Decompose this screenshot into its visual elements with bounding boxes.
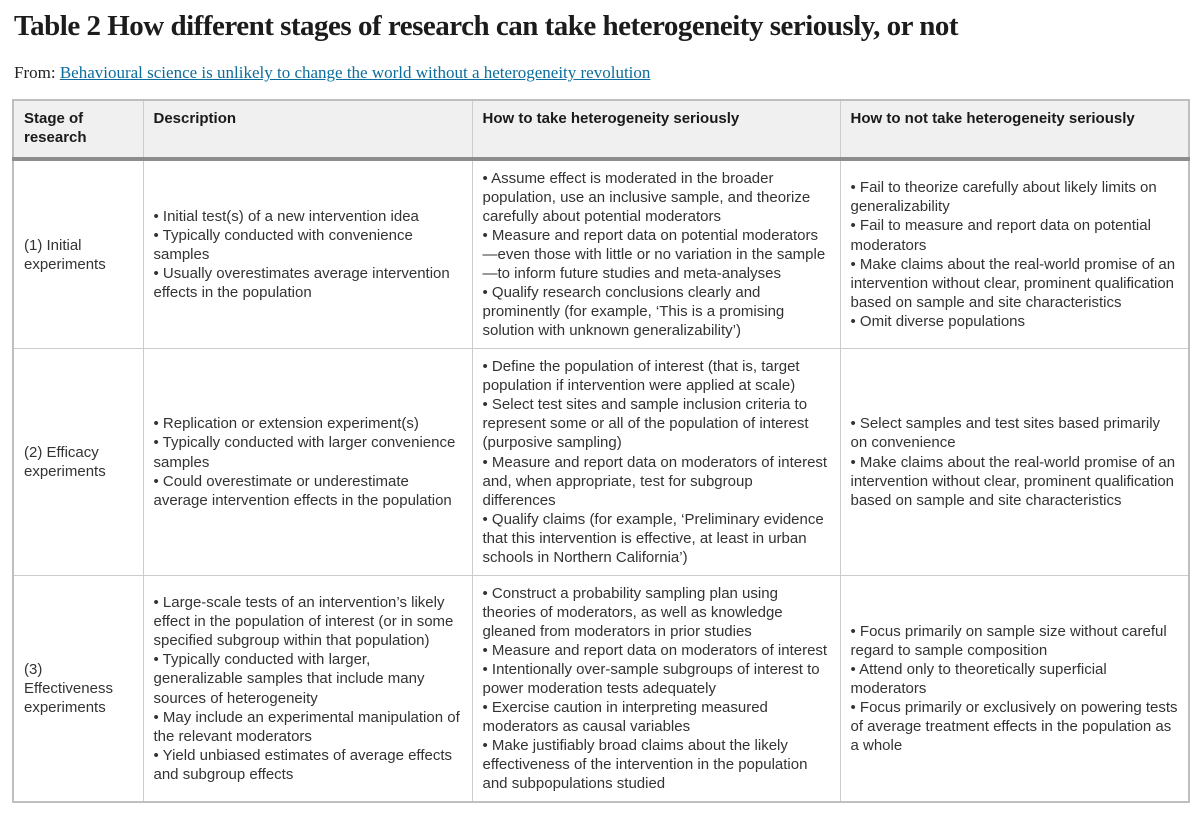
table-header-row: Stage of research Description How to tak…	[12, 99, 1190, 161]
stage-label: (1) Initial experiments	[24, 236, 106, 273]
bullet-item: • Make claims about the real-world promi…	[850, 255, 1176, 311]
page-title: Table 2 How different stages of research…	[14, 10, 959, 42]
bullet-item: • Focus primarily on sample size without…	[850, 622, 1167, 659]
bullet-item: • Fail to theorize carefully about likel…	[850, 179, 1157, 216]
bullet-item: • Measure and report data on moderators …	[482, 453, 828, 509]
header-cell-not-take-seriously: How to not take heterogeneity seriously	[839, 99, 1190, 161]
description-cell: • Replication or extension experiment(s)…	[142, 348, 473, 576]
bullet-item: • Large-scale tests of an intervention’s…	[153, 594, 454, 650]
bullet-item: • Initial test(s) of a new intervention …	[153, 207, 419, 225]
header-cell-description: Description	[142, 99, 473, 161]
not-take-seriously-cell: • Fail to theorize carefully about likel…	[839, 158, 1190, 350]
from-line: From: Behavioural science is unlikely to…	[14, 63, 1188, 83]
description-cell: • Large-scale tests of an intervention’s…	[142, 574, 473, 803]
bullet-item: • Qualify research conclusions clearly a…	[482, 284, 785, 340]
table-row: (2) Efficacy experiments • Replication o…	[12, 348, 1190, 576]
bullet-item: • Qualify claims (for example, ‘Prelimin…	[482, 510, 824, 566]
bullet-item: • Make claims about the real-world promi…	[850, 453, 1176, 509]
bullet-item: • Replication or extension experiment(s)	[153, 415, 419, 433]
description-cell: • Initial test(s) of a new intervention …	[142, 158, 473, 350]
bullet-item: • May include an experimental manipulati…	[153, 708, 460, 745]
bullet-item: • Define the population of interest (tha…	[482, 358, 800, 395]
bullet-item: • Fail to measure and report data on pot…	[850, 217, 1151, 254]
header-cell-take-seriously: How to take heterogeneity seriously	[471, 99, 841, 161]
table-row: (3) Effectiveness experiments • Large-sc…	[12, 574, 1190, 803]
stage-label: (2) Efficacy experiments	[24, 443, 106, 481]
bullet-item: • Omit diverse populations	[850, 312, 1026, 330]
not-take-seriously-cell: • Select samples and test sites based pr…	[839, 348, 1190, 576]
stage-label: (3) Effectiveness experiments	[24, 660, 113, 717]
bullet-item: • Assume effect is moderated in the broa…	[482, 169, 811, 225]
stage-cell: (1) Initial experiments	[12, 158, 144, 350]
take-seriously-cell: • Construct a probability sampling plan …	[471, 574, 841, 803]
bullet-item: • Make justifiably broad claims about th…	[482, 737, 808, 793]
take-seriously-cell: • Define the population of interest (tha…	[471, 348, 841, 576]
from-label: From:	[14, 63, 56, 83]
bullet-item: • Usually overestimates average interven…	[153, 265, 450, 302]
bullet-item: • Exercise caution in interpreting measu…	[482, 699, 768, 736]
bullet-item: • Could overestimate or underestimate av…	[153, 472, 452, 509]
bullet-item: • Typically conducted with larger conven…	[153, 434, 456, 471]
bullet-item: • Construct a probability sampling plan …	[482, 584, 783, 640]
stage-cell: (2) Efficacy experiments	[12, 348, 144, 576]
bullet-item: • Typically conducted with convenience s…	[153, 226, 413, 264]
bullet-item: • Yield unbiased estimates of average ef…	[153, 746, 453, 783]
not-take-seriously-cell: • Focus primarily on sample size without…	[839, 574, 1190, 803]
bullet-item: • Measure and report data on moderators …	[482, 641, 828, 659]
bullet-item: • Focus primarily or exclusively on powe…	[850, 699, 1178, 755]
article-link[interactable]: Behavioural science is unlikely to chang…	[59, 63, 651, 83]
take-seriously-cell: • Assume effect is moderated in the broa…	[471, 158, 841, 350]
bullet-item: • Typically conducted with larger, gener…	[153, 651, 425, 707]
table-row: (1) Initial experiments • Initial test(s…	[12, 158, 1190, 350]
bullet-item: • Intentionally over-sample subgroups of…	[482, 660, 820, 698]
header-cell-stage: Stage of research	[12, 99, 144, 161]
bullet-item: • Select samples and test sites based pr…	[850, 415, 1161, 452]
bullet-item: • Attend only to theoretically superfici…	[850, 660, 1107, 698]
bullet-item: • Measure and report data on potential m…	[482, 226, 826, 283]
stage-cell: (3) Effectiveness experiments	[12, 574, 144, 803]
heterogeneity-table: Stage of research Description How to tak…	[12, 99, 1190, 804]
bullet-item: • Select test sites and sample inclusion…	[482, 396, 809, 452]
